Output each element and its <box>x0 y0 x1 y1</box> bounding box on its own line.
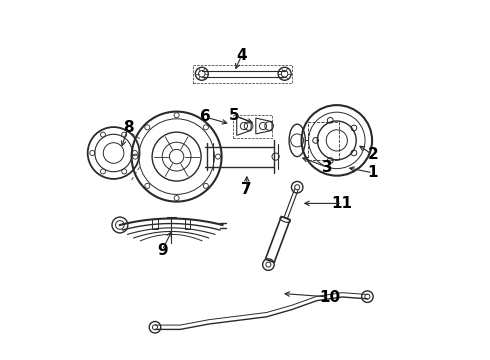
Text: 9: 9 <box>157 243 168 258</box>
Text: 7: 7 <box>242 181 252 197</box>
Text: 1: 1 <box>368 165 378 180</box>
Text: 6: 6 <box>200 109 211 125</box>
Text: 3: 3 <box>322 160 333 175</box>
Text: 8: 8 <box>122 120 133 135</box>
Text: 5: 5 <box>229 108 240 123</box>
Text: 10: 10 <box>319 289 340 305</box>
Text: 2: 2 <box>368 147 378 162</box>
Text: 11: 11 <box>332 196 353 211</box>
Text: 4: 4 <box>236 48 246 63</box>
